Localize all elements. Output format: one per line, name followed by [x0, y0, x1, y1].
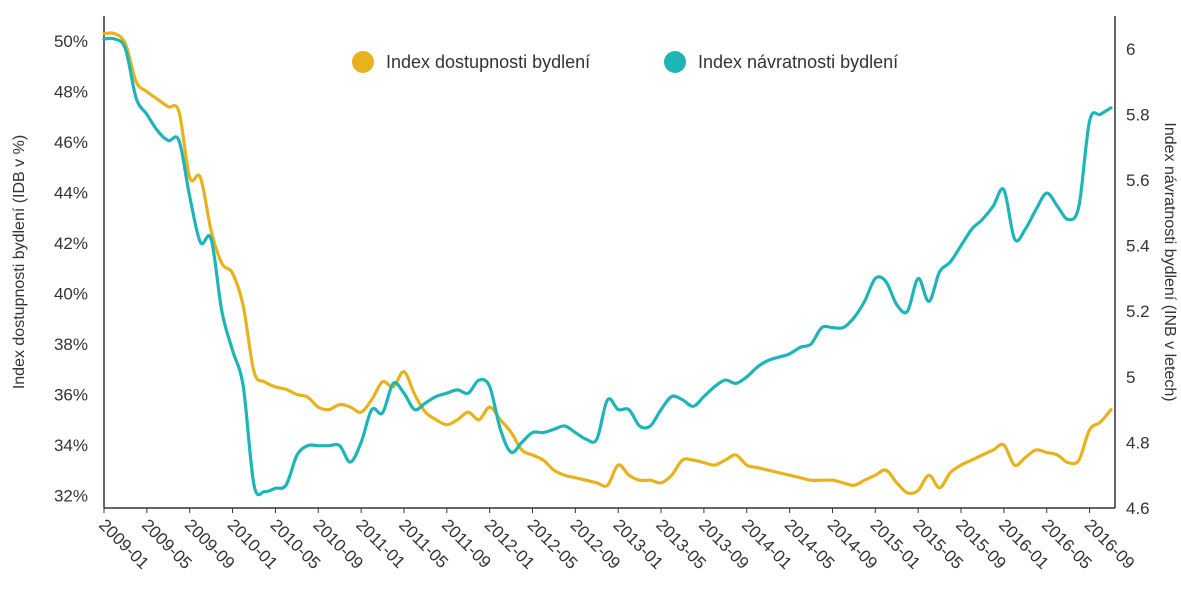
legend: Index dostupnosti bydlení Index návratno…: [352, 51, 898, 73]
left-y-axis-title: Index dostupnosti bydlení (IDB v %): [11, 135, 28, 389]
y2-tick-label: 4.8: [1126, 433, 1150, 452]
right-y-axis-title: Index návratnosti bydlení (INB v letech): [1161, 122, 1178, 401]
y-tick-label: 48%: [54, 83, 88, 102]
y-tick-label: 34%: [54, 436, 88, 455]
legend-label-inb: Index návratnosti bydlení: [698, 52, 898, 72]
right-y-ticks: 4.6 4.8 5 5.2 5.4 5.6 5.8 6: [1126, 40, 1150, 518]
y2-tick-label: 6: [1126, 40, 1135, 59]
series-lines: [104, 33, 1111, 495]
x-ticks: 2009-012009-052009-092010-012010-052010-…: [95, 508, 1138, 573]
y2-tick-label: 4.6: [1126, 499, 1150, 518]
y-tick-label: 42%: [54, 234, 88, 253]
y-tick-label: 40%: [54, 285, 88, 304]
y-tick-label: 36%: [54, 385, 88, 404]
series-line-idb: [104, 33, 1111, 493]
legend-marker-idb: [352, 51, 374, 73]
y2-tick-label: 5.2: [1126, 302, 1150, 321]
left-y-ticks: 32% 34% 36% 38% 40% 42% 44% 46% 48% 50%: [54, 32, 88, 505]
y-tick-label: 50%: [54, 32, 88, 51]
y2-tick-label: 5: [1126, 368, 1135, 387]
y2-tick-label: 5.8: [1126, 105, 1150, 124]
y2-tick-label: 5.4: [1126, 237, 1150, 256]
y2-tick-label: 5.6: [1126, 171, 1150, 190]
y-tick-label: 38%: [54, 335, 88, 354]
legend-label-idb: Index dostupnosti bydlení: [386, 52, 590, 72]
y-tick-label: 44%: [54, 184, 88, 203]
axes: [104, 16, 1115, 508]
y-tick-label: 46%: [54, 133, 88, 152]
y-tick-label: 32%: [54, 486, 88, 505]
legend-marker-inb: [664, 51, 686, 73]
series-line-inb: [104, 38, 1111, 495]
